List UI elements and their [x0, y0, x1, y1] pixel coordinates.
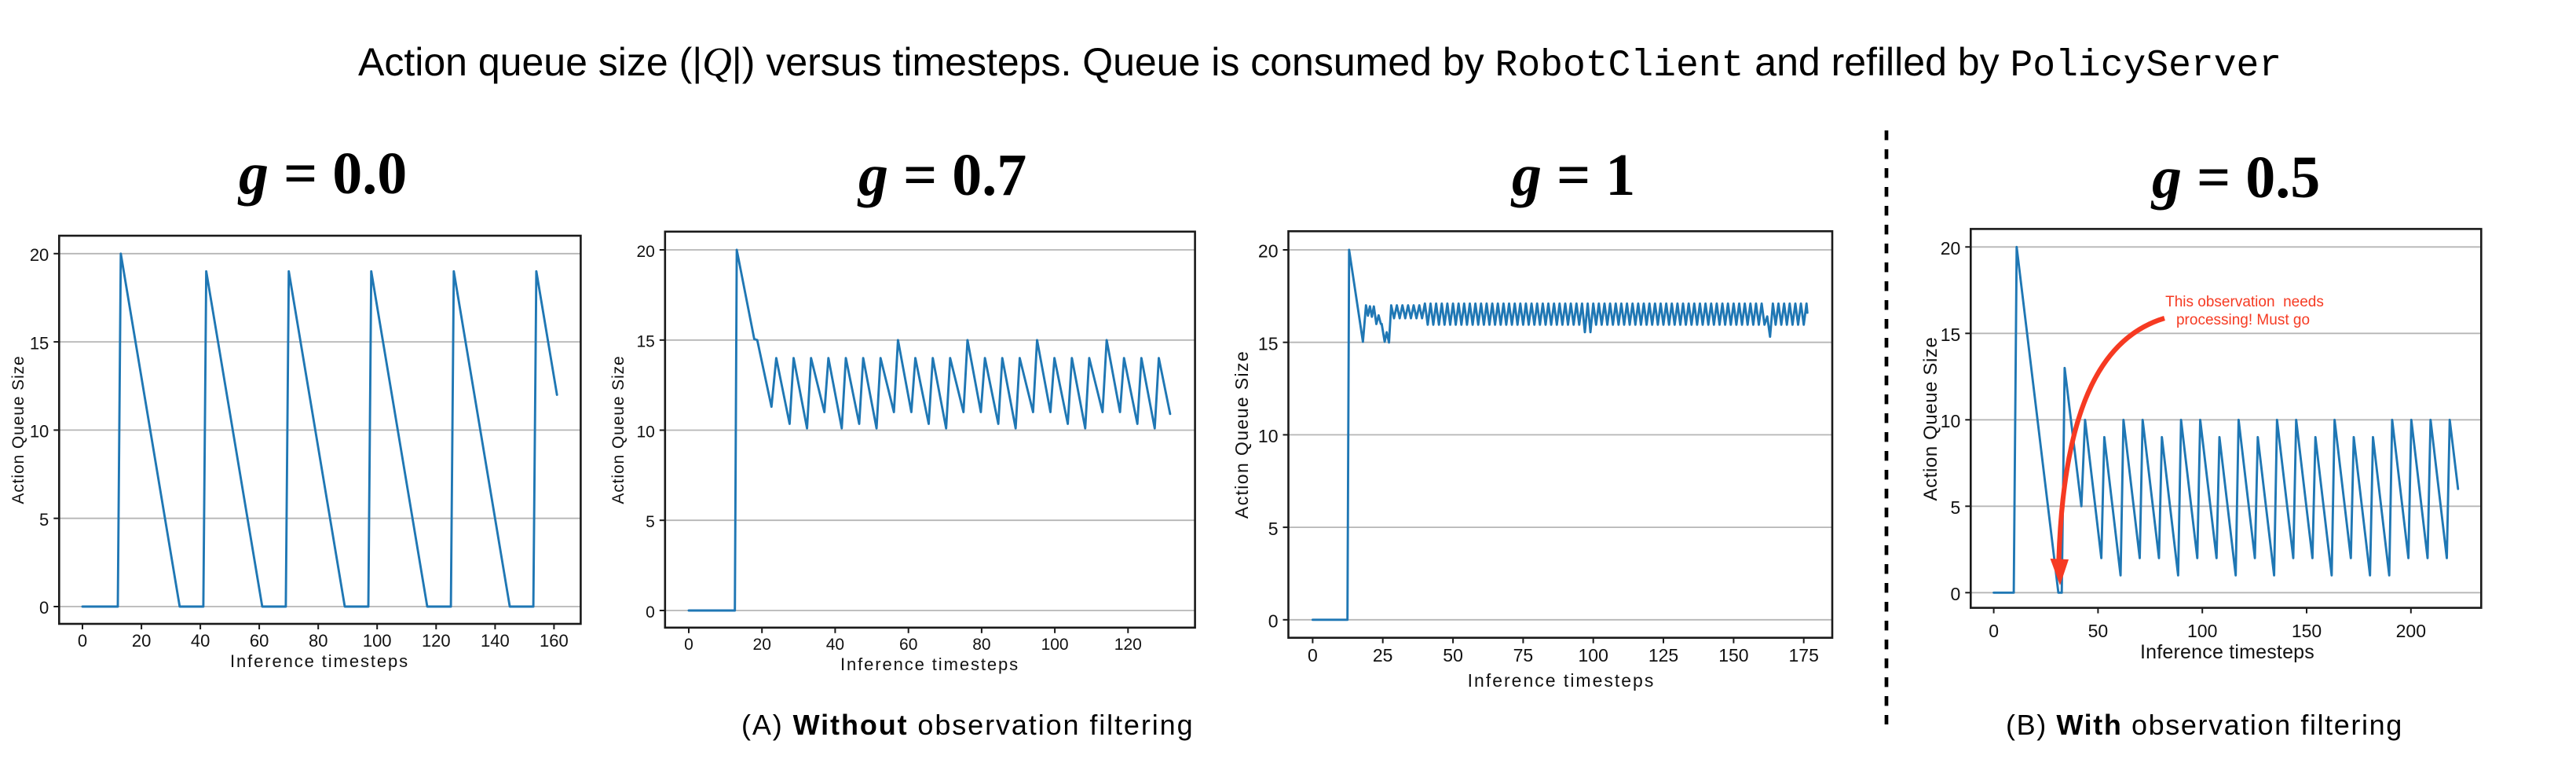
- svg-text:60: 60: [899, 636, 917, 654]
- svg-text:140: 140: [481, 631, 510, 651]
- svg-text:0: 0: [684, 636, 693, 654]
- svg-text:Action Queue Size: Action Queue Size: [1920, 337, 1941, 501]
- svg-text:20: 20: [132, 631, 151, 651]
- svg-text:175: 175: [1789, 645, 1819, 666]
- svg-text:20: 20: [636, 243, 654, 261]
- svg-text:10: 10: [1258, 426, 1279, 446]
- svg-text:Inference timesteps: Inference timesteps: [1468, 670, 1656, 691]
- svg-text:10: 10: [30, 422, 49, 442]
- svg-text:15: 15: [30, 333, 49, 353]
- svg-text:0: 0: [1268, 611, 1279, 632]
- svg-text:0: 0: [78, 631, 87, 651]
- svg-text:100: 100: [1041, 636, 1069, 654]
- svg-text:160: 160: [540, 631, 569, 651]
- svg-text:5: 5: [1268, 519, 1279, 539]
- svg-text:120: 120: [422, 631, 451, 651]
- svg-text:15: 15: [1258, 333, 1279, 354]
- svg-text:25: 25: [1373, 645, 1393, 666]
- svg-text:0: 0: [646, 603, 655, 622]
- svg-text:10: 10: [636, 423, 654, 441]
- svg-text:40: 40: [191, 631, 210, 651]
- svg-text:150: 150: [2292, 621, 2322, 641]
- svg-text:100: 100: [1579, 645, 1608, 666]
- svg-text:0: 0: [39, 598, 49, 618]
- svg-text:processing! Must go: processing! Must go: [2176, 312, 2310, 328]
- svg-text:15: 15: [1941, 324, 1961, 345]
- svg-text:150: 150: [1718, 645, 1748, 666]
- svg-text:15: 15: [636, 333, 654, 351]
- svg-text:100: 100: [2187, 621, 2217, 641]
- svg-text:20: 20: [30, 245, 49, 265]
- svg-text:Inference timesteps: Inference timesteps: [2140, 641, 2314, 663]
- svg-text:Action Queue Size: Action Queue Size: [609, 355, 628, 504]
- svg-text:120: 120: [1114, 636, 1142, 654]
- svg-text:60: 60: [250, 631, 269, 651]
- svg-text:200: 200: [2396, 621, 2426, 641]
- svg-text:5: 5: [646, 513, 655, 531]
- svg-text:40: 40: [826, 636, 844, 654]
- svg-text:0: 0: [1989, 621, 1999, 641]
- svg-text:10: 10: [1941, 411, 1961, 431]
- svg-text:0: 0: [1308, 645, 1318, 666]
- svg-text:20: 20: [1941, 238, 1961, 258]
- svg-text:80: 80: [972, 636, 990, 654]
- svg-text:20: 20: [753, 636, 771, 654]
- svg-text:0: 0: [1951, 584, 1961, 604]
- svg-text:100: 100: [363, 631, 392, 651]
- svg-text:75: 75: [1513, 645, 1534, 666]
- svg-text:5: 5: [1951, 497, 1961, 518]
- svg-text:Action Queue Size: Action Queue Size: [9, 355, 27, 504]
- svg-text:5: 5: [39, 510, 49, 530]
- svg-text:20: 20: [1258, 241, 1279, 262]
- svg-text:125: 125: [1648, 645, 1678, 666]
- svg-text:50: 50: [1443, 645, 1463, 666]
- svg-text:This observation needs: This observation needs: [2165, 294, 2324, 310]
- svg-text:80: 80: [309, 631, 327, 651]
- svg-text:Action Queue Size: Action Queue Size: [1231, 350, 1252, 519]
- svg-text:Inference timesteps: Inference timesteps: [230, 651, 409, 671]
- svg-text:Inference timesteps: Inference timesteps: [840, 654, 1019, 674]
- svg-text:50: 50: [2088, 621, 2109, 641]
